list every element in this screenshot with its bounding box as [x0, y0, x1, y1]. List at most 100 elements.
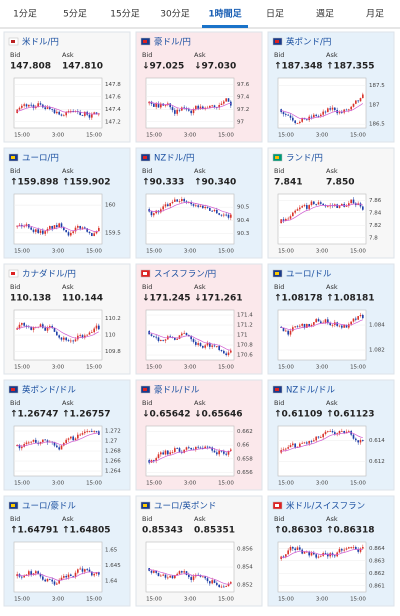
tab[interactable]: 1分足 [13, 9, 37, 20]
candle-body [341, 325, 343, 328]
tab[interactable]: 15分足 [110, 9, 139, 20]
candle-body [209, 342, 211, 347]
candle-body [77, 434, 79, 439]
tab[interactable]: 5分足 [63, 9, 87, 20]
candle-body [341, 112, 343, 113]
candle-body [23, 225, 25, 227]
candle-body [44, 439, 46, 441]
candle-body [362, 440, 364, 441]
tab[interactable]: 週足 [316, 9, 334, 20]
candle-body [44, 327, 46, 331]
tab[interactable]: 日足 [266, 9, 284, 20]
x-tick-label: 15:00 [350, 365, 366, 371]
candle-body [91, 114, 93, 118]
candle-body [359, 440, 362, 443]
x-tick-label: 15:00 [86, 133, 102, 139]
candle-body [199, 205, 202, 207]
candle-body [329, 323, 331, 326]
candle-body [162, 339, 164, 341]
candle-body [178, 201, 181, 202]
candle-body [58, 111, 60, 115]
y-tick-label: 171 [237, 333, 248, 339]
candle-body [223, 101, 225, 104]
candle-body [292, 443, 294, 446]
y-tick-label: 1.268 [105, 449, 121, 455]
candle-body [209, 207, 211, 211]
candle-body [345, 109, 348, 111]
candle-body [46, 578, 49, 582]
y-tick-label: 187.5 [369, 83, 385, 89]
candle-body [199, 106, 202, 109]
tab-active[interactable]: 1時間足 [208, 8, 242, 20]
flag-mark [275, 272, 279, 275]
candle-body [77, 335, 79, 340]
x-tick-label: 15:00 [218, 481, 234, 487]
flag-mark [143, 388, 147, 391]
tab[interactable]: 30分足 [160, 9, 189, 20]
candle-body [155, 571, 157, 573]
candle-body [192, 109, 195, 114]
candle-body [176, 199, 178, 202]
candle-body [287, 114, 289, 116]
candle-body [301, 442, 303, 444]
x-tick-label: 3:00 [52, 481, 65, 487]
candle-body [294, 548, 296, 551]
candle-body [70, 110, 72, 112]
chart-area [277, 309, 367, 361]
pair-name: 米ドル/円 [22, 37, 59, 48]
candle-body [53, 109, 56, 114]
candle-body [220, 450, 223, 452]
candle-body [51, 226, 53, 229]
candle-body [70, 436, 72, 439]
candle-body [285, 114, 287, 115]
bid-label: Bid [10, 283, 20, 291]
candle-body [53, 327, 56, 332]
candle-body [230, 582, 232, 584]
candle-body [67, 340, 70, 342]
bid-value: ↑1.26747 [10, 410, 59, 420]
ask-label: Ask [326, 167, 338, 175]
candle-body [195, 446, 197, 450]
ask-value: 0.85351 [194, 526, 235, 536]
candle-body [192, 339, 195, 342]
ask-value: ↓97.030 [194, 62, 236, 72]
x-tick-label: 15:00 [146, 597, 162, 603]
bid-value: ↑90.333 [142, 178, 184, 188]
candle-body [348, 547, 350, 549]
candle-body [21, 105, 23, 108]
ask-value: ↓171.261 [194, 294, 243, 304]
candle-body [195, 105, 197, 110]
candle-body [160, 209, 162, 213]
candle-body [223, 451, 225, 454]
candle-body [60, 445, 63, 450]
candle-body [289, 445, 292, 448]
candle-body [199, 343, 202, 346]
candle-body [216, 582, 218, 585]
candle-body [148, 101, 150, 104]
candle-body [357, 316, 359, 320]
candle-body [176, 109, 178, 114]
candle-body [292, 547, 294, 549]
candle-body [211, 210, 213, 212]
candle-body [58, 580, 60, 584]
candle-body [77, 569, 79, 573]
candle-body [320, 114, 322, 117]
candle-body [324, 319, 327, 323]
candle-body [329, 108, 331, 110]
candle-body [37, 103, 39, 107]
candle-body [357, 549, 359, 552]
candle-body [91, 431, 93, 432]
candle-body [195, 341, 197, 345]
candle-body [292, 212, 294, 217]
candle-body [23, 575, 25, 578]
candle-body [155, 458, 157, 461]
candle-body [162, 206, 164, 210]
candle-body [355, 100, 357, 104]
tab[interactable]: 月足 [366, 9, 384, 20]
candle-body [282, 327, 285, 332]
candle-body [322, 203, 324, 206]
candle-body [315, 114, 317, 116]
candle-body [30, 227, 32, 230]
candle-body [58, 447, 60, 450]
candle-body [345, 205, 348, 207]
